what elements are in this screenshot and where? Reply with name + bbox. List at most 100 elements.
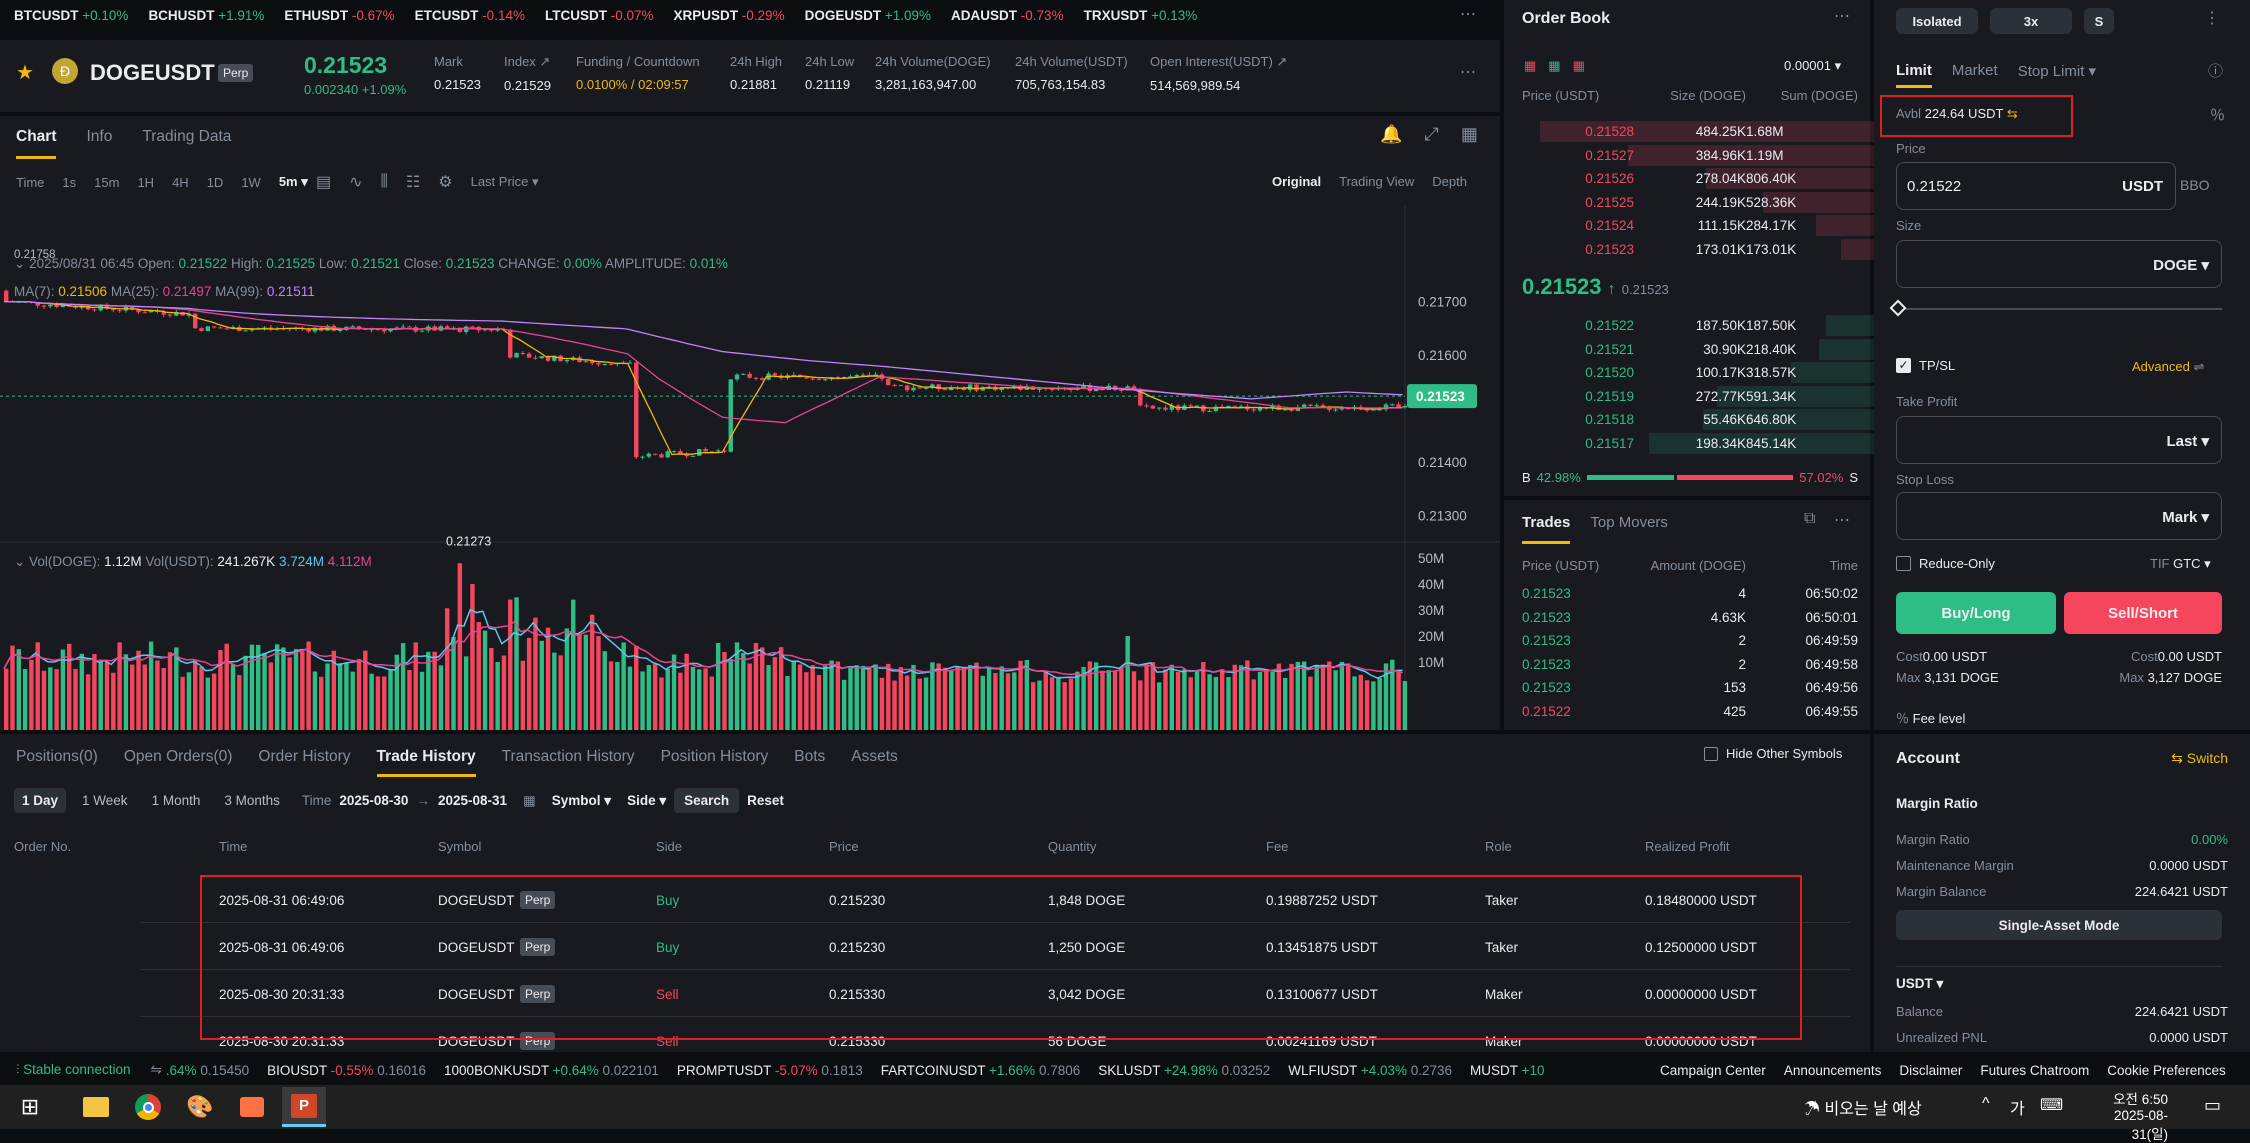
more-icon[interactable]: ⋮ bbox=[2204, 10, 2220, 27]
ime-indicator[interactable]: 가 bbox=[2010, 1101, 2025, 1118]
expand-icon[interactable]: ⤢ bbox=[1424, 124, 1439, 144]
advanced-link[interactable]: Advanced bbox=[2132, 359, 2190, 374]
status-ticker-item[interactable]: PROMPTUSDT -5.07% 0.1813 bbox=[677, 1063, 863, 1078]
chrome-icon[interactable] bbox=[126, 1087, 170, 1127]
sliders-icon[interactable]: ⇋ bbox=[150, 1062, 162, 1077]
popout-icon[interactable]: ⧉ bbox=[1804, 510, 1816, 527]
range-button[interactable]: 1 Day bbox=[14, 788, 67, 813]
status-ticker-item[interactable]: WLFIUSDT +4.03% 0.2736 bbox=[1288, 1063, 1452, 1078]
trade-history-row[interactable]: 2025-08-30 20:31:33 DOGEUSDT Perp Sell 0.215… bbox=[140, 970, 1850, 1017]
tick-size-select[interactable]: 0.00001 ▾ bbox=[1784, 58, 1842, 73]
order-type-tab[interactable]: Limit bbox=[1896, 62, 1932, 88]
interval-0[interactable]: Time bbox=[16, 174, 45, 190]
date-to[interactable]: 2025-08-31 bbox=[437, 793, 507, 808]
interval-1[interactable]: 1s bbox=[62, 174, 77, 190]
date-from[interactable]: 2025-08-30 bbox=[339, 793, 409, 808]
app-icon[interactable] bbox=[230, 1087, 274, 1127]
ob-asks-row[interactable]: 0.21524 111.15K 284.17K bbox=[1522, 214, 1876, 238]
ob-bids-row[interactable]: 0.21517 198.34K 845.14K bbox=[1522, 432, 1876, 456]
indicator-icon[interactable]: ∿ bbox=[349, 174, 363, 191]
range-button[interactable]: 1 Week bbox=[82, 793, 128, 808]
range-button[interactable]: 1 Month bbox=[151, 793, 201, 808]
candle-type-icon[interactable]: ⫼ bbox=[380, 173, 388, 190]
ob-asks-row[interactable]: 0.21526 278.04K 806.40K bbox=[1522, 167, 1876, 191]
trade-history-row[interactable]: 2025-08-31 06:49:06 DOGEUSDT Perp Buy 0.2152… bbox=[140, 923, 1850, 970]
both-view-icon[interactable]: ▦ bbox=[1524, 58, 1537, 73]
layout-icon[interactable]: ▦ bbox=[1460, 124, 1478, 144]
candlestick-chart[interactable]: ⌄ 2025/08/31 06:45 Open: 0.21522 High: 0… bbox=[0, 206, 1500, 730]
ticker-item[interactable]: ETCUSDT -0.14% bbox=[415, 8, 525, 23]
history-tab[interactable]: Open Orders(0) bbox=[123, 748, 233, 765]
ob-bids-row[interactable]: 0.21522 187.50K 187.50K bbox=[1522, 314, 1876, 338]
trade-history-row[interactable]: 2025-08-31 06:49:06 DOGEUSDT Perp Buy 0.2152… bbox=[140, 876, 1850, 923]
more-icon[interactable]: ⋯ bbox=[1834, 512, 1850, 529]
tif-select[interactable]: GTC ▾ bbox=[2173, 556, 2211, 571]
settings-icon[interactable]: ☷ bbox=[405, 174, 421, 191]
favorite-star-icon[interactable]: ★ bbox=[16, 62, 34, 84]
symbol-filter[interactable]: Symbol ▾ bbox=[551, 792, 612, 808]
trades-tab[interactable]: Top Movers bbox=[1590, 514, 1668, 531]
margin-mode-button[interactable]: Isolated bbox=[1896, 8, 1978, 34]
history-tab[interactable]: Positions(0) bbox=[16, 748, 98, 765]
ob-bids-row[interactable]: 0.21519 272.77K 591.34K bbox=[1522, 385, 1876, 409]
side-filter[interactable]: Side ▾ bbox=[627, 792, 667, 808]
transfer-icon[interactable]: ⇆ bbox=[2006, 106, 2018, 121]
chart-tab-chart[interactable]: Chart bbox=[16, 128, 57, 159]
notification-icon[interactable]: ▭ bbox=[2204, 1095, 2222, 1115]
order-type-tab[interactable]: Stop Limit ▾ bbox=[2017, 63, 2097, 80]
view-2[interactable]: Depth bbox=[1432, 174, 1467, 189]
size-slider[interactable] bbox=[1896, 308, 2222, 310]
status-ticker-item[interactable]: .64% 0.15450 bbox=[166, 1063, 249, 1078]
ob-bids-row[interactable]: 0.21518 55.46K 646.80K bbox=[1522, 408, 1876, 432]
slider-handle[interactable] bbox=[1889, 299, 1907, 317]
single-asset-mode-button[interactable]: Single-Asset Mode bbox=[1896, 910, 2222, 940]
ticker-item[interactable]: LTCUSDT -0.07% bbox=[545, 8, 654, 23]
sl-trigger-select[interactable]: Mark ▾ bbox=[2162, 509, 2209, 526]
ticker-item[interactable]: BCHUSDT +1.91% bbox=[148, 8, 264, 23]
interval-5[interactable]: 1D bbox=[206, 174, 224, 190]
ticker-item[interactable]: XRPUSDT -0.29% bbox=[674, 8, 785, 23]
footer-link[interactable]: Futures Chatroom bbox=[1980, 1062, 2090, 1078]
hide-symbols-checkbox[interactable] bbox=[1704, 746, 1718, 761]
ticker-item[interactable]: ADAUSDT -0.73% bbox=[951, 8, 1064, 23]
view-1[interactable]: Trading View bbox=[1339, 174, 1415, 189]
ob-asks-row[interactable]: 0.21527 384.96K 1.19M bbox=[1522, 144, 1876, 168]
asset-mode-button[interactable]: S bbox=[2084, 8, 2114, 34]
reduce-only-checkbox[interactable] bbox=[1896, 556, 1911, 571]
ob-asks-row[interactable]: 0.21523 173.01K 173.01K bbox=[1522, 238, 1876, 262]
trades-tab[interactable]: Trades bbox=[1522, 514, 1571, 544]
order-type-tab[interactable]: Market bbox=[1951, 62, 1998, 79]
take-profit-input[interactable]: Last ▾ bbox=[1896, 416, 2222, 464]
interval-4[interactable]: 4H bbox=[172, 174, 189, 190]
footer-link[interactable]: Cookie Preferences bbox=[2107, 1062, 2226, 1078]
asset-select[interactable]: USDT ▾ bbox=[1896, 976, 1944, 991]
symbol-name[interactable]: DOGEUSDT bbox=[90, 60, 215, 85]
status-ticker-item[interactable]: MUSDT +10 bbox=[1470, 1063, 1544, 1078]
more-icon[interactable]: ⋯ bbox=[1460, 64, 1476, 81]
interval-7[interactable]: 5m ▾ bbox=[278, 174, 308, 189]
bell-icon[interactable]: 🔔 bbox=[1380, 124, 1403, 144]
ob-bids-row[interactable]: 0.21520 100.17K 318.57K bbox=[1522, 361, 1876, 385]
info-icon[interactable]: ⓘ bbox=[2208, 63, 2224, 80]
history-tab[interactable]: Position History bbox=[660, 748, 769, 765]
file-explorer-icon[interactable] bbox=[74, 1087, 118, 1127]
size-unit-select[interactable]: DOGE ▾ bbox=[2153, 257, 2209, 274]
interval-6[interactable]: 1W bbox=[241, 174, 261, 190]
connection-status[interactable]: ⫶ Stable connection bbox=[16, 1062, 130, 1078]
tp-trigger-select[interactable]: Last ▾ bbox=[2166, 433, 2209, 450]
switch-icon[interactable]: ⇌ bbox=[2193, 359, 2205, 374]
more-icon[interactable]: ⋯ bbox=[1834, 8, 1850, 25]
fee-level-link[interactable]: Fee level bbox=[1912, 711, 1966, 726]
paint-icon[interactable]: 🎨 bbox=[186, 1094, 214, 1119]
status-ticker-item[interactable]: SKLUSDT +24.98% 0.03252 bbox=[1098, 1063, 1270, 1078]
history-tab[interactable]: Bots bbox=[794, 748, 826, 765]
status-ticker-item[interactable]: BIOUSDT -0.55% 0.16016 bbox=[267, 1063, 426, 1078]
windows-start-icon[interactable]: ⊞ bbox=[20, 1094, 40, 1119]
weather-text[interactable]: 비오는 날 예상 bbox=[1824, 1101, 1922, 1118]
keyboard-icon[interactable]: ⌨ bbox=[2040, 1097, 2064, 1114]
footer-link[interactable]: Announcements bbox=[1783, 1062, 1882, 1078]
ob-asks-row[interactable]: 0.21528 484.25K 1.68M bbox=[1522, 120, 1876, 144]
range-button[interactable]: 3 Months bbox=[224, 793, 280, 808]
price-input[interactable]: 0.21522 USDT bbox=[1896, 162, 2176, 210]
ticker-item[interactable]: ETHUSDT -0.67% bbox=[284, 8, 394, 23]
